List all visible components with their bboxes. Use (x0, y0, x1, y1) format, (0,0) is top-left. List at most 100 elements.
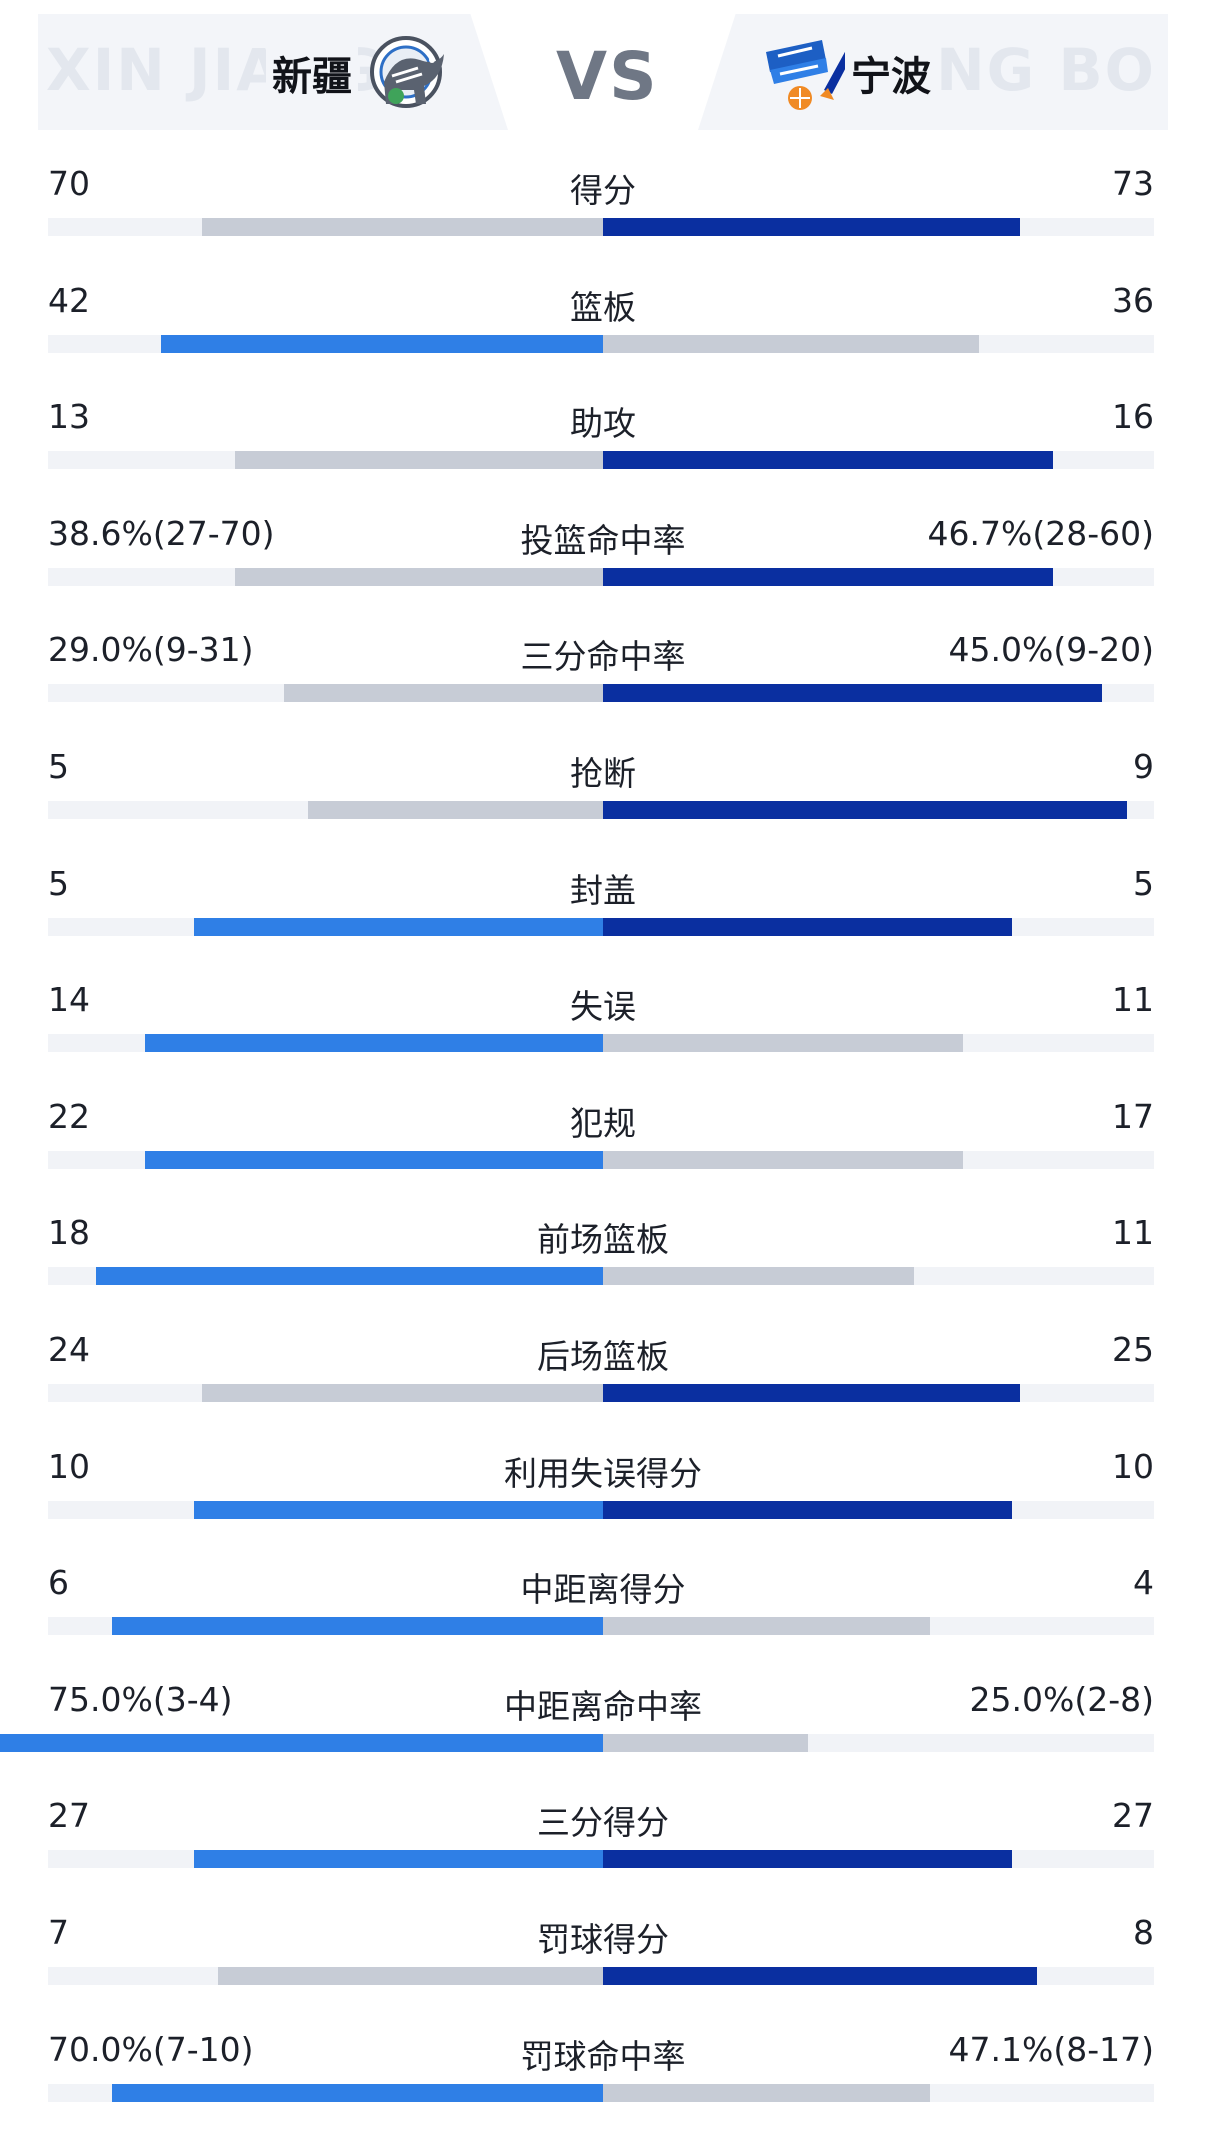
stat-label: 助攻 (570, 404, 636, 444)
home-stat-bar (96, 1267, 603, 1286)
home-stat-value: 22 (48, 1096, 90, 1136)
home-stat-value: 70.0%(7-10) (48, 2029, 254, 2069)
stat-row: 18 前场篮板 11 (0, 1189, 1206, 1306)
stat-row: 38.6%(27-70) 投篮命中率 46.7%(28-60) (0, 490, 1206, 607)
home-stat-bar (145, 1150, 603, 1169)
away-stat-value: 45.0%(9-20) (948, 630, 1154, 670)
away-stat-value: 11 (1112, 980, 1154, 1020)
stat-label: 中距离得分 (520, 1570, 686, 1610)
home-stat-value: 18 (48, 1213, 90, 1253)
team-stats-list: 70 得分 73 42 篮板 36 13 助攻 16 38.6%(27-70) 投篮命中率 46.7%… (0, 140, 1206, 2122)
stat-label: 投篮命中率 (520, 520, 686, 560)
away-stat-bar (603, 218, 1020, 236)
away-stat-bar (603, 1617, 930, 1636)
home-stat-bar (112, 2083, 603, 2102)
home-team-logo-icon (370, 36, 444, 108)
stat-row: 75.0%(3-4) 中距离命中率 25.0%(2-8) (0, 1656, 1206, 1773)
away-stat-value: 5 (1133, 863, 1154, 903)
home-stat-bar (202, 218, 603, 236)
home-stat-bar (235, 567, 603, 586)
stat-label: 前场篮板 (537, 1220, 669, 1260)
away-stat-value: 27 (1112, 1796, 1154, 1836)
away-stat-value: 73 (1112, 164, 1154, 203)
stat-row: 22 犯规 17 (0, 1073, 1206, 1190)
home-stat-value: 5 (48, 746, 69, 786)
away-team-name: 宁波 (845, 44, 937, 102)
stat-row: 7 罚球得分 8 (0, 1889, 1206, 2006)
away-stat-bar (603, 1850, 1012, 1869)
match-header: XIN JIANG NING BO 新疆 VS 宁波 (0, 0, 1206, 140)
home-stat-bar (284, 684, 603, 703)
home-stat-value: 7 (48, 1912, 69, 1952)
stat-row: 14 失误 11 (0, 956, 1206, 1073)
away-stat-value: 25.0%(2-8) (969, 1679, 1154, 1719)
home-stat-bar (112, 1617, 603, 1636)
home-stat-bar (202, 1383, 603, 1402)
away-stat-bar (603, 1500, 1012, 1519)
stat-row: 10 利用失误得分 10 (0, 1423, 1206, 1540)
stat-label: 三分命中率 (520, 637, 686, 677)
stat-label: 三分得分 (537, 1803, 669, 1843)
stat-row: 24 后场篮板 25 (0, 1306, 1206, 1423)
home-stat-bar (194, 1850, 603, 1869)
home-stat-bar (145, 1034, 603, 1053)
home-stat-value: 75.0%(3-4) (48, 1679, 233, 1719)
away-stat-bar (603, 917, 1012, 936)
home-stat-bar (194, 917, 603, 936)
home-stat-bar (308, 800, 603, 819)
stat-row: 29.0%(9-31) 三分命中率 45.0%(9-20) (0, 606, 1206, 723)
home-stat-value: 13 (48, 397, 90, 437)
away-stat-value: 10 (1112, 1446, 1154, 1486)
stat-row: 13 助攻 16 (0, 373, 1206, 490)
away-stat-bar (603, 800, 1127, 819)
home-stat-value: 27 (48, 1796, 90, 1836)
stat-row: 5 封盖 5 (0, 840, 1206, 957)
stat-label: 失误 (570, 987, 636, 1027)
home-stat-bar (0, 1733, 603, 1752)
versus-label: VS (556, 38, 659, 115)
away-stat-value: 25 (1112, 1329, 1154, 1369)
home-stat-bar (194, 1500, 603, 1519)
away-stat-value: 4 (1133, 1563, 1154, 1603)
stat-row: 27 三分得分 27 (0, 1772, 1206, 1889)
away-stat-value: 16 (1112, 397, 1154, 437)
away-stat-bar (603, 334, 979, 353)
away-stat-bar (603, 451, 1053, 470)
home-stat-value: 42 (48, 280, 90, 320)
home-stat-bar (235, 451, 603, 470)
away-stat-value: 9 (1133, 746, 1154, 786)
stat-label: 后场篮板 (537, 1336, 669, 1376)
away-stat-bar (603, 1267, 914, 1286)
stat-label: 篮板 (570, 287, 636, 327)
away-stat-value: 36 (1112, 280, 1154, 320)
stat-row: 42 篮板 36 (0, 257, 1206, 374)
home-stat-value: 29.0%(9-31) (48, 630, 254, 670)
stat-label: 利用失误得分 (504, 1453, 702, 1493)
home-stat-bar (161, 334, 603, 353)
away-team-logo-icon (766, 40, 852, 110)
away-stat-bar (603, 2083, 930, 2102)
away-stat-value: 47.1%(8-17) (948, 2029, 1154, 2069)
away-stat-value: 11 (1112, 1213, 1154, 1253)
away-stat-bar (603, 1383, 1020, 1402)
home-stat-value: 70 (48, 164, 90, 203)
home-stat-value: 10 (48, 1446, 90, 1486)
home-stat-bar (218, 1966, 603, 1985)
away-stat-value: 17 (1112, 1096, 1154, 1136)
away-stat-bar (603, 1034, 963, 1053)
home-stat-value: 5 (48, 863, 69, 903)
stat-label: 抢断 (570, 753, 636, 793)
away-stat-bar (603, 684, 1102, 703)
stat-row: 70.0%(7-10) 罚球命中率 47.1%(8-17) (0, 2006, 1206, 2123)
home-stat-value: 14 (48, 980, 90, 1020)
stat-label: 罚球命中率 (520, 2036, 686, 2076)
stat-label: 中距离命中率 (504, 1686, 702, 1726)
home-team-name: 新疆 (266, 44, 358, 102)
stat-label: 犯规 (570, 1103, 636, 1143)
stat-row: 70 得分 73 (0, 140, 1206, 257)
stat-row: 6 中距离得分 4 (0, 1539, 1206, 1656)
away-stat-bar (603, 1966, 1037, 1985)
home-stat-value: 24 (48, 1329, 90, 1369)
away-stat-bar (603, 567, 1053, 586)
away-stat-bar (603, 1150, 963, 1169)
